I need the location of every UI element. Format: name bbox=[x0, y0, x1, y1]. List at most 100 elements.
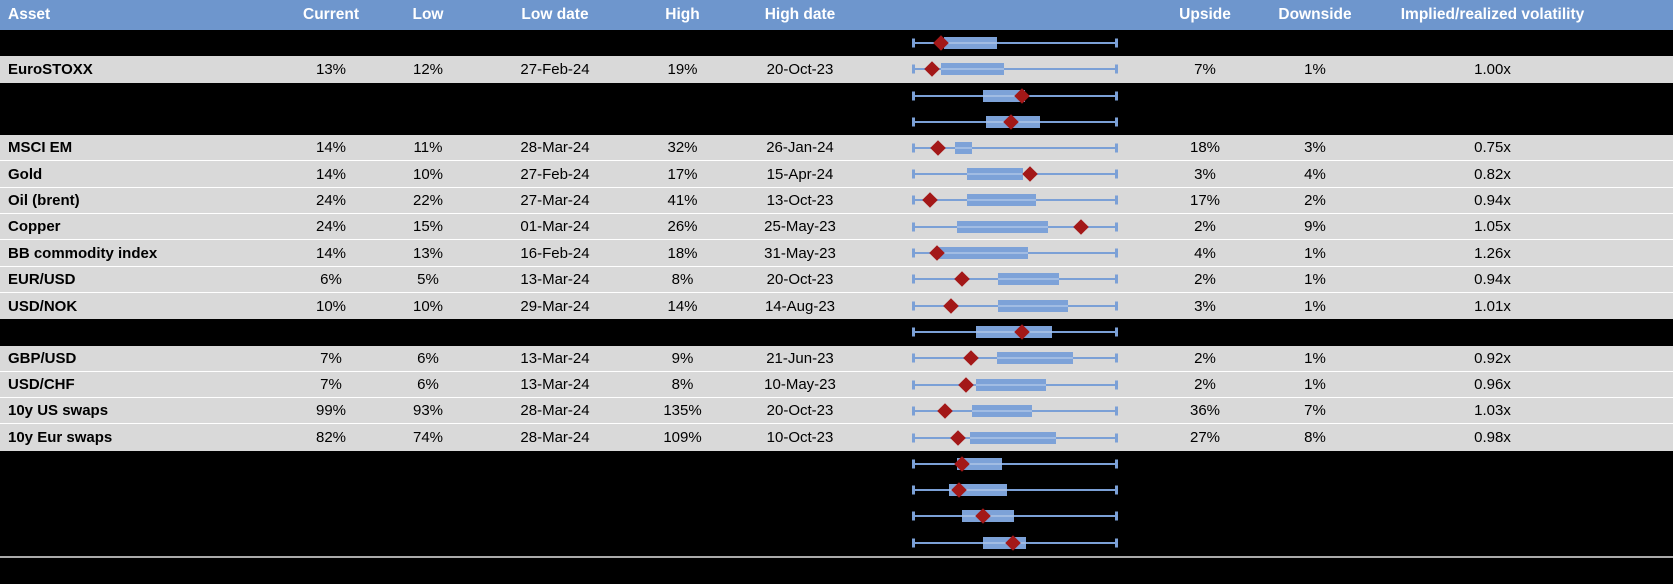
downside-value-cell[interactable]: 1% bbox=[1304, 297, 1326, 315]
boxplot-cell[interactable] bbox=[865, 293, 1145, 319]
current-value-cell[interactable]: 13% bbox=[315, 60, 347, 78]
downside-value-cell[interactable]: 4% bbox=[1304, 165, 1326, 183]
asset-name-cell[interactable]: Gold bbox=[8, 165, 43, 183]
low-value-cell[interactable]: 93% bbox=[412, 402, 444, 420]
low-value-cell[interactable]: 10% bbox=[412, 297, 444, 315]
implied-realized-cell[interactable]: 0.92x bbox=[1474, 349, 1511, 367]
column-header-downside[interactable]: Downside bbox=[1278, 6, 1352, 23]
implied-realized-cell[interactable]: 0.94x bbox=[1474, 270, 1511, 288]
current-value-cell[interactable]: 82% bbox=[315, 429, 347, 447]
high-date-cell[interactable]: 20-Oct-23 bbox=[766, 270, 834, 288]
implied-realized-cell[interactable]: 0.94x bbox=[1474, 191, 1511, 209]
high-date-cell[interactable]: 31-May-23 bbox=[764, 244, 836, 262]
boxplot-cell[interactable] bbox=[865, 109, 1145, 135]
current-value-cell[interactable]: 99% bbox=[315, 402, 347, 420]
high-value-cell[interactable]: 17% bbox=[667, 165, 698, 183]
boxplot-cell[interactable] bbox=[865, 503, 1145, 529]
upside-value-cell[interactable]: 36% bbox=[1189, 402, 1221, 420]
low-date-cell[interactable]: 01-Mar-24 bbox=[520, 218, 590, 236]
high-date-cell[interactable]: 15-Apr-24 bbox=[766, 165, 834, 183]
upside-value-cell[interactable]: 2% bbox=[1194, 376, 1216, 393]
high-value-cell[interactable]: 109% bbox=[663, 429, 702, 447]
low-value-cell[interactable]: 10% bbox=[412, 165, 444, 183]
low-value-cell[interactable]: 74% bbox=[412, 429, 444, 447]
downside-value-cell[interactable]: 1% bbox=[1304, 270, 1326, 288]
boxplot-cell[interactable] bbox=[865, 56, 1145, 82]
high-date-cell[interactable]: 20-Oct-23 bbox=[766, 60, 834, 78]
boxplot-cell[interactable] bbox=[865, 451, 1145, 477]
downside-value-cell[interactable]: 3% bbox=[1304, 139, 1326, 157]
boxplot-cell[interactable] bbox=[865, 161, 1145, 186]
column-header-current[interactable]: Current bbox=[303, 6, 359, 23]
boxplot-cell[interactable] bbox=[865, 372, 1145, 397]
high-date-cell[interactable]: 14-Aug-23 bbox=[764, 297, 836, 315]
upside-value-cell[interactable]: 7% bbox=[1194, 60, 1216, 78]
upside-value-cell[interactable]: 2% bbox=[1194, 218, 1216, 236]
implied-realized-cell[interactable]: 0.98x bbox=[1474, 429, 1511, 447]
high-value-cell[interactable]: 135% bbox=[663, 402, 702, 420]
boxplot-cell[interactable] bbox=[865, 240, 1145, 265]
asset-name-cell[interactable]: EuroSTOXX bbox=[8, 60, 93, 78]
downside-value-cell[interactable]: 7% bbox=[1304, 402, 1326, 420]
low-date-cell[interactable]: 29-Mar-24 bbox=[520, 297, 590, 315]
current-value-cell[interactable]: 6% bbox=[320, 270, 342, 288]
implied-realized-cell[interactable]: 1.01x bbox=[1474, 297, 1511, 315]
low-value-cell[interactable]: 13% bbox=[412, 244, 444, 262]
asset-name-cell[interactable]: GBP/USD bbox=[8, 349, 77, 367]
upside-value-cell[interactable]: 3% bbox=[1194, 165, 1216, 183]
current-value-cell[interactable]: 14% bbox=[315, 139, 347, 157]
downside-value-cell[interactable]: 2% bbox=[1304, 191, 1326, 209]
low-date-cell[interactable]: 13-Mar-24 bbox=[520, 376, 590, 393]
high-date-cell[interactable]: 20-Oct-23 bbox=[766, 402, 834, 420]
current-value-cell[interactable]: 7% bbox=[320, 376, 342, 393]
high-value-cell[interactable]: 32% bbox=[667, 139, 698, 157]
low-date-cell[interactable]: 27-Mar-24 bbox=[520, 191, 590, 209]
low-date-cell[interactable]: 27-Feb-24 bbox=[520, 60, 590, 78]
implied-realized-cell[interactable]: 0.96x bbox=[1474, 376, 1511, 393]
high-date-cell[interactable]: 13-Oct-23 bbox=[766, 191, 834, 209]
upside-value-cell[interactable]: 17% bbox=[1189, 191, 1221, 209]
downside-value-cell[interactable]: 1% bbox=[1304, 376, 1326, 393]
low-date-cell[interactable]: 16-Feb-24 bbox=[520, 244, 590, 262]
low-date-cell[interactable]: 28-Mar-24 bbox=[520, 139, 590, 157]
column-header-implied[interactable]: Implied/realized volatility bbox=[1400, 6, 1585, 23]
boxplot-cell[interactable] bbox=[865, 398, 1145, 423]
asset-name-cell[interactable]: MSCI EM bbox=[8, 139, 73, 157]
low-date-cell[interactable]: 28-Mar-24 bbox=[520, 429, 590, 447]
boxplot-cell[interactable] bbox=[865, 319, 1145, 345]
high-date-cell[interactable]: 21-Jun-23 bbox=[766, 349, 834, 367]
current-value-cell[interactable]: 7% bbox=[320, 349, 342, 367]
low-value-cell[interactable]: 15% bbox=[412, 218, 444, 236]
asset-name-cell[interactable]: USD/CHF bbox=[8, 376, 75, 393]
asset-name-cell[interactable]: EUR/USD bbox=[8, 270, 76, 288]
column-header-high[interactable]: High bbox=[665, 6, 700, 23]
boxplot-cell[interactable] bbox=[865, 530, 1145, 556]
high-value-cell[interactable]: 19% bbox=[667, 60, 698, 78]
implied-realized-cell[interactable]: 0.75x bbox=[1474, 139, 1511, 157]
low-value-cell[interactable]: 11% bbox=[413, 139, 443, 157]
high-value-cell[interactable]: 9% bbox=[671, 349, 694, 367]
high-value-cell[interactable]: 18% bbox=[667, 244, 698, 262]
upside-value-cell[interactable]: 27% bbox=[1189, 429, 1221, 447]
downside-value-cell[interactable]: 1% bbox=[1304, 349, 1326, 367]
current-value-cell[interactable]: 24% bbox=[315, 218, 347, 236]
high-date-cell[interactable]: 26-Jan-24 bbox=[766, 139, 834, 157]
boxplot-cell[interactable] bbox=[865, 267, 1145, 292]
implied-realized-cell[interactable]: 0.82x bbox=[1474, 165, 1511, 183]
asset-name-cell[interactable]: 10y Eur swaps bbox=[8, 429, 113, 447]
boxplot-cell[interactable] bbox=[865, 214, 1145, 239]
low-value-cell[interactable]: 6% bbox=[417, 376, 439, 393]
upside-value-cell[interactable]: 18% bbox=[1189, 139, 1221, 157]
boxplot-cell[interactable] bbox=[865, 30, 1145, 56]
high-value-cell[interactable]: 14% bbox=[667, 297, 698, 315]
low-date-cell[interactable]: 13-Mar-24 bbox=[520, 270, 590, 288]
high-value-cell[interactable]: 41% bbox=[667, 191, 698, 209]
current-value-cell[interactable]: 24% bbox=[315, 191, 347, 209]
column-header-low[interactable]: Low bbox=[412, 6, 444, 23]
current-value-cell[interactable]: 10% bbox=[315, 297, 347, 315]
high-date-cell[interactable]: 10-May-23 bbox=[764, 376, 836, 393]
downside-value-cell[interactable]: 9% bbox=[1304, 218, 1326, 236]
low-value-cell[interactable]: 5% bbox=[417, 270, 439, 288]
asset-name-cell[interactable]: BB commodity index bbox=[8, 244, 158, 262]
column-header-upside[interactable]: Upside bbox=[1179, 6, 1231, 23]
